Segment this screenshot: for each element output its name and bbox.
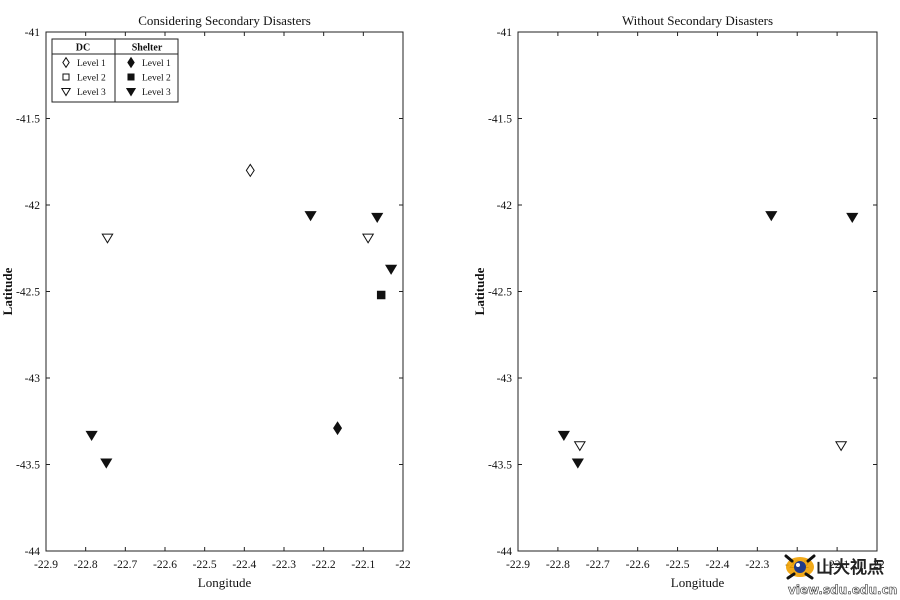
point-dc-level-3 [362, 233, 375, 244]
legend-shelter-entry: Level 1 [142, 59, 171, 69]
legend-shelter-entry: Level 3 [142, 88, 171, 98]
x-tick-label: -22.6 [626, 559, 650, 571]
point-shelter-level-3 [765, 211, 778, 222]
x-tick-label: -22.5 [666, 559, 690, 571]
x-tick-label: -22.8 [74, 559, 98, 571]
x-tick-label: -22.4 [232, 559, 256, 571]
y-tick-label: -42.5 [488, 287, 512, 299]
y-tick-label: -42.5 [16, 287, 40, 299]
watermark: 山大视点 view.sdu.edu.cn [784, 554, 898, 597]
x-tick-label: -22.1 [825, 559, 849, 571]
x-tick-label: -22.9 [34, 559, 58, 571]
x-tick-label: -22 [395, 559, 411, 571]
point-shelter-level-3 [85, 430, 98, 442]
y-tick-label: -41.5 [488, 114, 512, 126]
chart-title: Without Secondary Disasters [622, 13, 773, 28]
legend-dc-entry: Level 1 [77, 59, 106, 69]
legend-dc-marker-1 [62, 56, 70, 69]
watermark-url: view.sdu.edu.cn [788, 583, 897, 597]
legend-shelter-marker-3 [125, 87, 137, 97]
y-axis-label: Latitude [0, 267, 15, 315]
x-tick-label: -22 [869, 559, 885, 571]
point-dc-level-1 [245, 163, 255, 178]
x-tick-label: -22.7 [113, 559, 137, 571]
legend-shelter-marker-2 [127, 73, 135, 81]
point-shelter-level-3 [100, 458, 113, 469]
x-tick-label: -22.9 [506, 559, 530, 571]
point-shelter-level-3 [304, 211, 317, 222]
y-tick-label: -42 [25, 200, 41, 212]
y-tick-label: -41 [497, 27, 513, 39]
legend-shelter-header: Shelter [132, 43, 163, 54]
x-tick-label: -22.8 [546, 559, 570, 571]
x-tick-label: -22.5 [193, 559, 217, 571]
y-axis-label: Latitude [472, 267, 487, 315]
legend-shelter-entry: Level 2 [142, 74, 171, 84]
legend-dc-marker-3 [60, 87, 72, 97]
y-tick-label: -43.5 [16, 460, 40, 472]
point-dc-level-3 [573, 441, 586, 452]
x-tick-label: -22.2 [312, 559, 336, 571]
y-tick-label: -44 [497, 546, 513, 558]
y-tick-label: -43 [25, 373, 41, 385]
chart-panel-2: Without Secondary Disasters -22.9 -22.8 -22… [472, 13, 885, 590]
watermark-name: 山大视点 [816, 557, 884, 578]
point-shelter-level-3 [557, 430, 570, 442]
chart-title: Considering Secondary Disasters [138, 13, 311, 28]
point-dc-level-3 [101, 233, 114, 244]
x-tick-label: -22.4 [705, 559, 729, 571]
eye-logo-icon [784, 554, 816, 580]
legend-shelter-marker-1 [127, 56, 135, 69]
y-tick-label: -42 [497, 200, 513, 212]
point-dc-level-3 [835, 441, 848, 452]
plot-frame [517, 31, 878, 552]
legend-dc-marker-2 [62, 73, 70, 81]
y-tick-label: -41.5 [16, 114, 40, 126]
point-shelter-level-3 [571, 458, 584, 469]
point-shelter-level-2 [376, 290, 386, 300]
point-shelter-level-3 [371, 212, 384, 224]
x-tick-label: -22.7 [586, 559, 610, 571]
y-tick-label: -41 [25, 27, 41, 39]
x-axis-label: Longitude [671, 575, 725, 590]
legend-dc-entry: Level 3 [77, 88, 106, 98]
chart-panel-1: Considering Secondary Disasters -22.9 -22.… [0, 13, 411, 590]
x-tick-label: -22.3 [745, 559, 769, 571]
x-axis-label: Longitude [198, 575, 252, 590]
legend-dc-entry: Level 2 [77, 74, 106, 84]
plot-frame [45, 31, 404, 552]
x-tick-label: -22.6 [153, 559, 177, 571]
point-shelter-level-1 [333, 421, 343, 436]
point-shelter-level-3 [385, 264, 398, 275]
legend-dc-header: DC [76, 43, 90, 54]
point-shelter-level-3 [846, 212, 859, 224]
legend: DC Shelter Level 1 Level 1 Level 2 Level 2 Lev… [51, 38, 179, 103]
y-tick-label: -44 [25, 546, 41, 558]
x-tick-label: -22.3 [272, 559, 296, 571]
y-tick-label: -43 [497, 373, 513, 385]
x-tick-label: -22.1 [351, 559, 375, 571]
y-tick-label: -43.5 [488, 460, 512, 472]
